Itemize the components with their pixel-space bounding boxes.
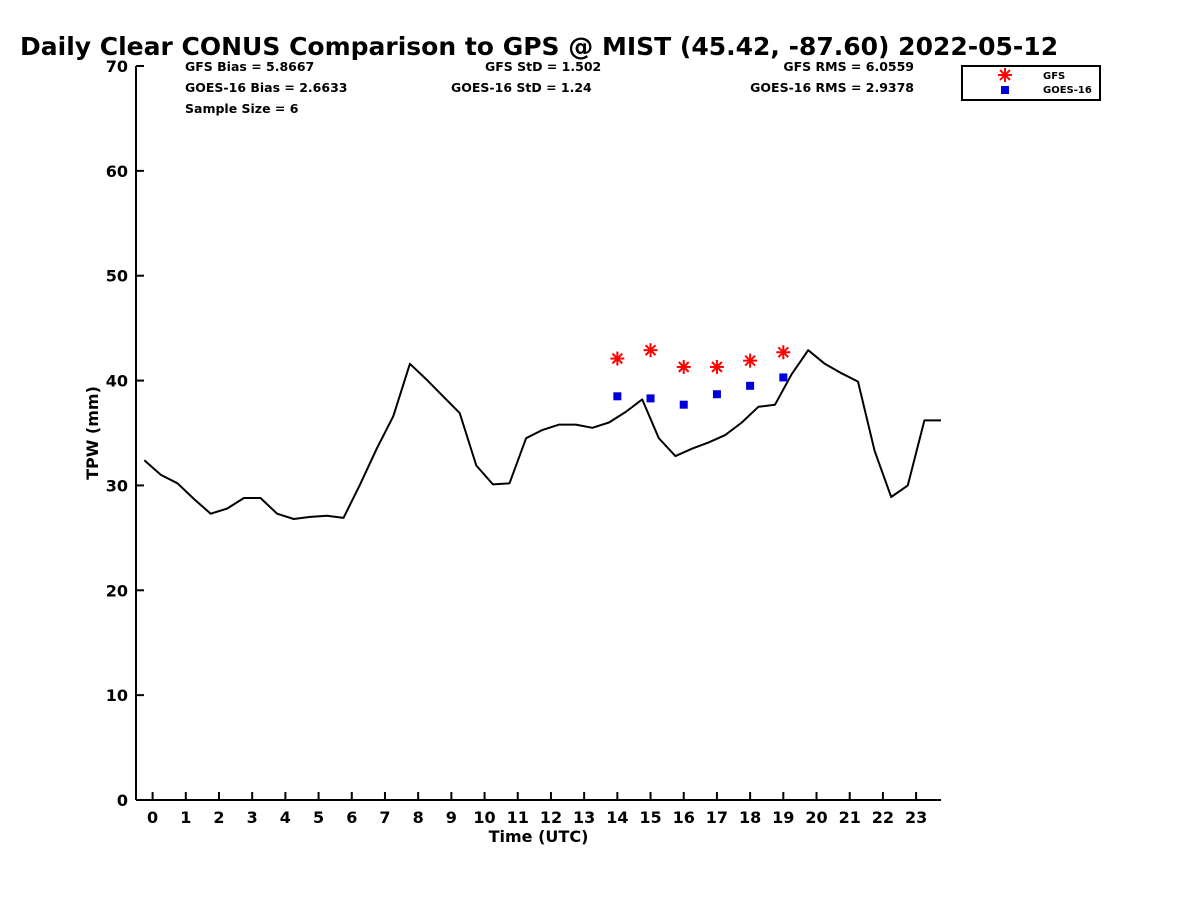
x-tick-label: 20 (805, 808, 827, 827)
legend-gfs-asterisk-stroke-group (998, 68, 1012, 82)
gfs-point-stroke (777, 346, 789, 358)
gfs-point (676, 359, 691, 374)
legend: GFS GOES-16 (961, 65, 1101, 101)
gfs-point-stroke (611, 352, 623, 365)
goes-point (646, 394, 655, 403)
sample-size-stat: Sample Size = 6 (185, 101, 299, 116)
gfs-std-stat: GFS StD = 1.502 (485, 59, 601, 74)
x-tick-label: 15 (639, 808, 661, 827)
gfs-point (776, 345, 791, 360)
x-tick-label: 9 (446, 808, 457, 827)
y-tick-label: 10 (106, 686, 128, 705)
gfs-rms-stat: GFS RMS = 6.0559 (783, 59, 914, 74)
y-tick-label: 30 (106, 476, 128, 495)
goes-bias-stat: GOES-16 Bias = 2.6633 (185, 80, 347, 95)
x-tick-label: 18 (739, 808, 761, 827)
x-tick-label: 14 (606, 808, 628, 827)
legend-goes-label: GOES-16 (1043, 85, 1092, 96)
y-tick-label: 70 (106, 57, 128, 76)
legend-box (961, 65, 1101, 101)
goes-point (779, 373, 788, 382)
x-tick-label: 22 (872, 808, 894, 827)
x-tick-label: 1 (180, 808, 191, 827)
y-tick-label: 60 (106, 162, 128, 181)
x-tick-label: 8 (413, 808, 424, 827)
gfs-point-stroke (711, 361, 723, 373)
gfs-point-stroke (644, 344, 657, 356)
x-tick-label: 4 (280, 808, 291, 827)
x-tick-label: 7 (379, 808, 390, 827)
gfs-point (643, 343, 658, 358)
goes-rms-stat: GOES-16 RMS = 2.9378 (750, 80, 914, 95)
x-axis-label: Time (UTC) (489, 827, 589, 846)
x-tick-label: 2 (213, 808, 224, 827)
legend-gfs-label: GFS (1043, 71, 1065, 82)
y-tick-label: 50 (106, 267, 128, 286)
x-tick-label: 0 (147, 808, 158, 827)
x-tick-label: 21 (839, 808, 861, 827)
gfs-point (709, 359, 724, 374)
x-tick-label: 10 (473, 808, 495, 827)
x-tick-label: 11 (507, 808, 529, 827)
y-tick-label: 40 (106, 372, 128, 391)
x-tick-label: 12 (540, 808, 562, 827)
goes-point (746, 381, 755, 390)
x-tick-label: 3 (247, 808, 258, 827)
legend-gfs-asterisk-icon (998, 68, 1012, 82)
y-tick-label: 0 (117, 791, 128, 810)
x-tick-label: 23 (905, 808, 927, 827)
x-tick-label: 16 (673, 808, 695, 827)
goes-point (613, 392, 622, 401)
legend-gfs-asterisk-stroke-group-stroke (999, 69, 1011, 81)
gps-series-line (143, 349, 941, 520)
gfs-point-stroke (678, 361, 690, 373)
gfs-bias-stat: GFS Bias = 5.8667 (185, 59, 314, 74)
legend-goes-square-icon (1001, 86, 1009, 94)
chart-title: Daily Clear CONUS Comparison to GPS @ MI… (20, 32, 1058, 61)
goes-point (679, 400, 688, 409)
x-tick-label: 5 (313, 808, 324, 827)
x-tick-label: 17 (706, 808, 728, 827)
gfs-point (743, 353, 758, 368)
gfs-point-stroke (744, 354, 756, 367)
x-tick-label: 6 (346, 808, 357, 827)
x-tick-label: 19 (772, 808, 794, 827)
goes-std-stat: GOES-16 StD = 1.24 (451, 80, 592, 95)
gfs-point (610, 351, 625, 366)
x-tick-label: 13 (573, 808, 595, 827)
y-tick-label: 20 (106, 581, 128, 600)
y-axis-label: TPW (mm) (83, 386, 102, 480)
goes-point (712, 390, 721, 399)
